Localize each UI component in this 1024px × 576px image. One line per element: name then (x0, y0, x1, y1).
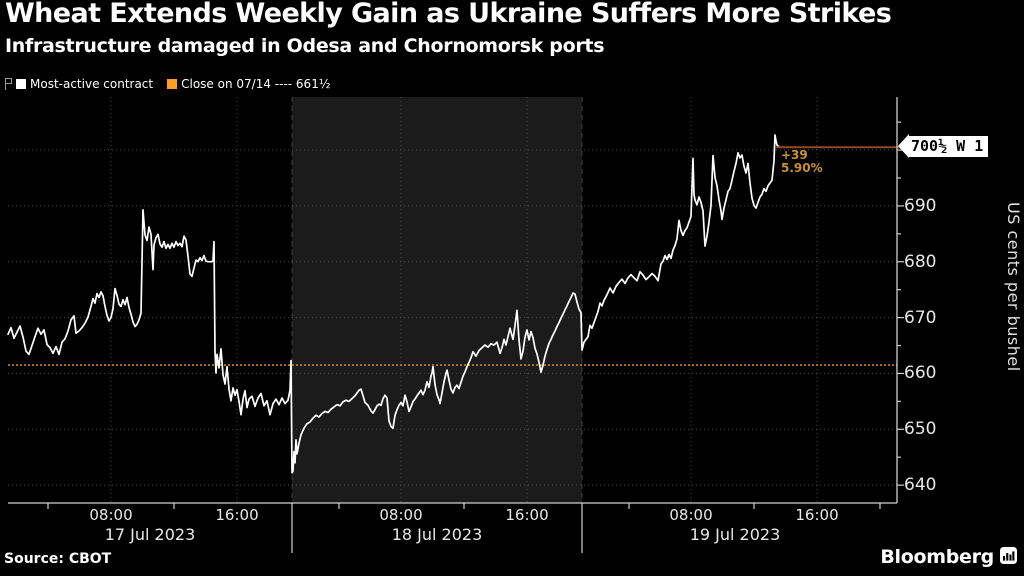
price-change-percent: 5.90% (781, 161, 823, 175)
last-price-flag: 700½ W 1 (898, 134, 989, 159)
legend-swatch-orange (167, 79, 178, 89)
price-flag-value: 700½ W 1 (909, 135, 989, 157)
price-change-value: +39 (781, 148, 808, 162)
bloomberg-chart-icon (1000, 546, 1017, 568)
x-axis-date-label: 18 Jul 2023 (391, 525, 483, 544)
legend-label: Close on 07/14 ---- 661½ (181, 77, 331, 91)
price-flag-arrow-icon (898, 134, 909, 159)
legend-item-close: Close on 07/14 ---- 661½ (167, 77, 330, 91)
y-axis-tick-label: 640 (904, 475, 937, 496)
bloomberg-logo: Bloomberg (880, 546, 1017, 568)
y-axis-tick-label: 680 (904, 251, 937, 272)
x-axis-date-label: 19 Jul 2023 (689, 525, 781, 544)
x-axis-time-label: 08:00 (669, 506, 713, 524)
source-credit: Source: CBOT (4, 551, 112, 567)
x-axis-time-label: 08:00 (89, 506, 133, 524)
y-axis-tick-label: 670 (904, 307, 937, 328)
y-axis-title: US cents per bushel (1004, 202, 1023, 372)
y-axis-tick-label: 690 (904, 195, 937, 216)
y-axis-tick-label: 650 (904, 419, 937, 440)
x-axis-time-label: 16:00 (215, 506, 259, 524)
y-axis-tick-label: 660 (904, 363, 937, 384)
page-subtitle: Infrastructure damaged in Odesa and Chor… (5, 35, 605, 57)
x-axis-time-label: 16:00 (505, 506, 549, 524)
legend-label: Most-active contract (30, 77, 154, 91)
x-axis-date-label: 17 Jul 2023 (104, 525, 196, 544)
legend-item-most-active: Most-active contract (16, 77, 153, 91)
legend-swatch-white (16, 79, 26, 89)
price-change-annotation: +39 5.90% (781, 149, 823, 175)
chart-legend: Most-active contract Close on 07/14 ----… (4, 77, 344, 91)
bloomberg-wordmark: Bloomberg (880, 546, 994, 568)
x-axis-time-label: 08:00 (379, 506, 423, 524)
page-title: Wheat Extends Weekly Gain as Ukraine Suf… (5, 0, 892, 29)
legend-pin-icon (4, 77, 13, 91)
x-axis-time-label: 16:00 (795, 506, 839, 524)
